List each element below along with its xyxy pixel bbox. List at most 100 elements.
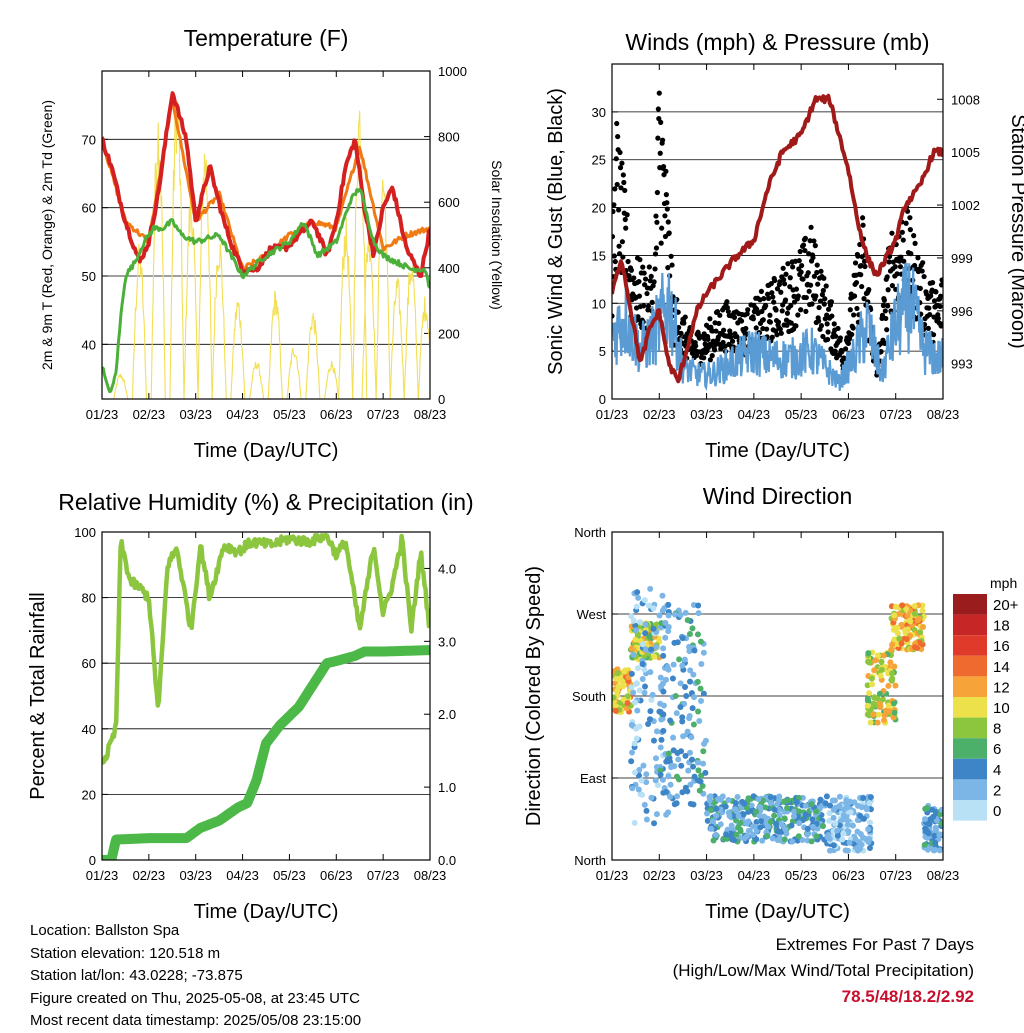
gust-point <box>818 268 824 274</box>
direction-point <box>737 819 744 826</box>
direction-point <box>670 734 677 741</box>
direction-point <box>683 692 690 699</box>
direction-point <box>686 712 693 719</box>
direction-point <box>776 812 783 819</box>
direction-point <box>659 607 666 614</box>
direction-point <box>631 699 638 706</box>
solar-spike <box>403 266 419 399</box>
gust-point <box>743 325 749 332</box>
gust-point <box>821 275 827 281</box>
direction-point <box>641 801 648 808</box>
y-tick-label: 50 <box>82 269 96 284</box>
direction-point <box>667 781 674 788</box>
gust-point <box>938 293 943 299</box>
x-tick-label: 04/23 <box>226 407 259 422</box>
legend-swatch <box>953 697 987 718</box>
direction-point <box>653 811 660 818</box>
gust-point <box>774 332 780 338</box>
gust-point <box>800 276 806 282</box>
direction-point <box>899 602 906 609</box>
gust-point <box>811 238 817 244</box>
direction-point <box>865 826 872 833</box>
gust-point <box>831 321 837 327</box>
gust-point <box>665 265 671 271</box>
solar-spike <box>169 100 185 399</box>
gust-point <box>799 262 805 269</box>
created-text: Figure created on Thu, 2025-05-08, at 23… <box>30 989 360 1007</box>
direction-point <box>864 702 871 709</box>
direction-point <box>865 650 872 657</box>
gust-point <box>811 273 817 279</box>
direction-point <box>911 610 918 617</box>
x-tick-label: 08/23 <box>927 407 960 422</box>
gust-point <box>635 317 642 323</box>
direction-point <box>769 835 776 842</box>
gust-point <box>681 320 687 326</box>
gust-point <box>820 333 826 340</box>
legend-swatch <box>953 800 987 821</box>
direction-point <box>633 725 640 732</box>
direction-point <box>628 721 635 728</box>
panel-1: 40 50 60 70 0 200 400 600 800 1000 01/23 02/23 03/23… <box>39 25 505 462</box>
gust-point <box>901 258 907 264</box>
direction-point <box>690 763 697 770</box>
direction-point <box>680 733 687 740</box>
direction-point <box>938 820 943 827</box>
direction-point <box>891 663 898 670</box>
gust-point <box>935 315 941 321</box>
direction-point <box>641 689 648 696</box>
direction-point <box>648 794 655 801</box>
direction-point <box>657 744 664 751</box>
gust-point <box>805 270 811 276</box>
gust-point <box>912 240 918 246</box>
direction-point <box>704 810 711 817</box>
x-tick-label: 04/23 <box>738 407 771 422</box>
direction-point <box>662 634 669 641</box>
direction-point <box>871 667 878 674</box>
direction-point <box>657 700 664 707</box>
gust-point <box>889 283 896 289</box>
gust-point <box>716 320 722 327</box>
direction-point <box>629 785 636 792</box>
direction-point <box>847 809 854 816</box>
gust-point <box>612 208 616 215</box>
gust-point <box>621 179 627 186</box>
y-tick-label: West <box>577 607 607 622</box>
gust-point <box>773 307 779 313</box>
y-tick-label: East <box>580 771 606 786</box>
direction-point <box>892 682 899 689</box>
y-right-tick-label: 993 <box>951 357 973 372</box>
direction-point <box>858 804 865 811</box>
gust-point <box>764 291 771 297</box>
direction-point <box>781 815 788 822</box>
direction-point <box>748 802 755 809</box>
gust-point <box>907 227 913 233</box>
y-tick-label: North <box>574 525 606 540</box>
gust-point <box>653 213 659 219</box>
direction-point <box>753 836 760 843</box>
y-axis-label: Sonic Wind & Gust (Blue, Black) <box>545 88 567 375</box>
gust-point <box>744 311 750 317</box>
direction-point <box>660 645 667 652</box>
direction-point <box>628 670 635 677</box>
gust-point <box>644 290 650 297</box>
extremes-block: Extremes For Past 7 Days (High/Low/Max W… <box>673 932 974 1010</box>
gust-point <box>939 277 943 283</box>
direction-point <box>620 696 627 703</box>
gust-point <box>832 348 838 354</box>
gust-point <box>919 268 925 274</box>
solar-spike <box>389 277 405 399</box>
gust-point <box>897 264 904 270</box>
direction-point <box>654 782 661 789</box>
direction-point <box>840 830 847 837</box>
gust-point <box>810 254 816 261</box>
gust-point <box>881 297 887 303</box>
direction-point <box>670 747 677 754</box>
direction-point <box>695 708 702 715</box>
direction-point <box>665 666 672 673</box>
direction-point <box>841 806 848 813</box>
gust-point <box>617 149 623 156</box>
direction-series <box>612 585 943 854</box>
y-tick-label: 60 <box>82 656 96 671</box>
gust-point <box>816 304 822 311</box>
